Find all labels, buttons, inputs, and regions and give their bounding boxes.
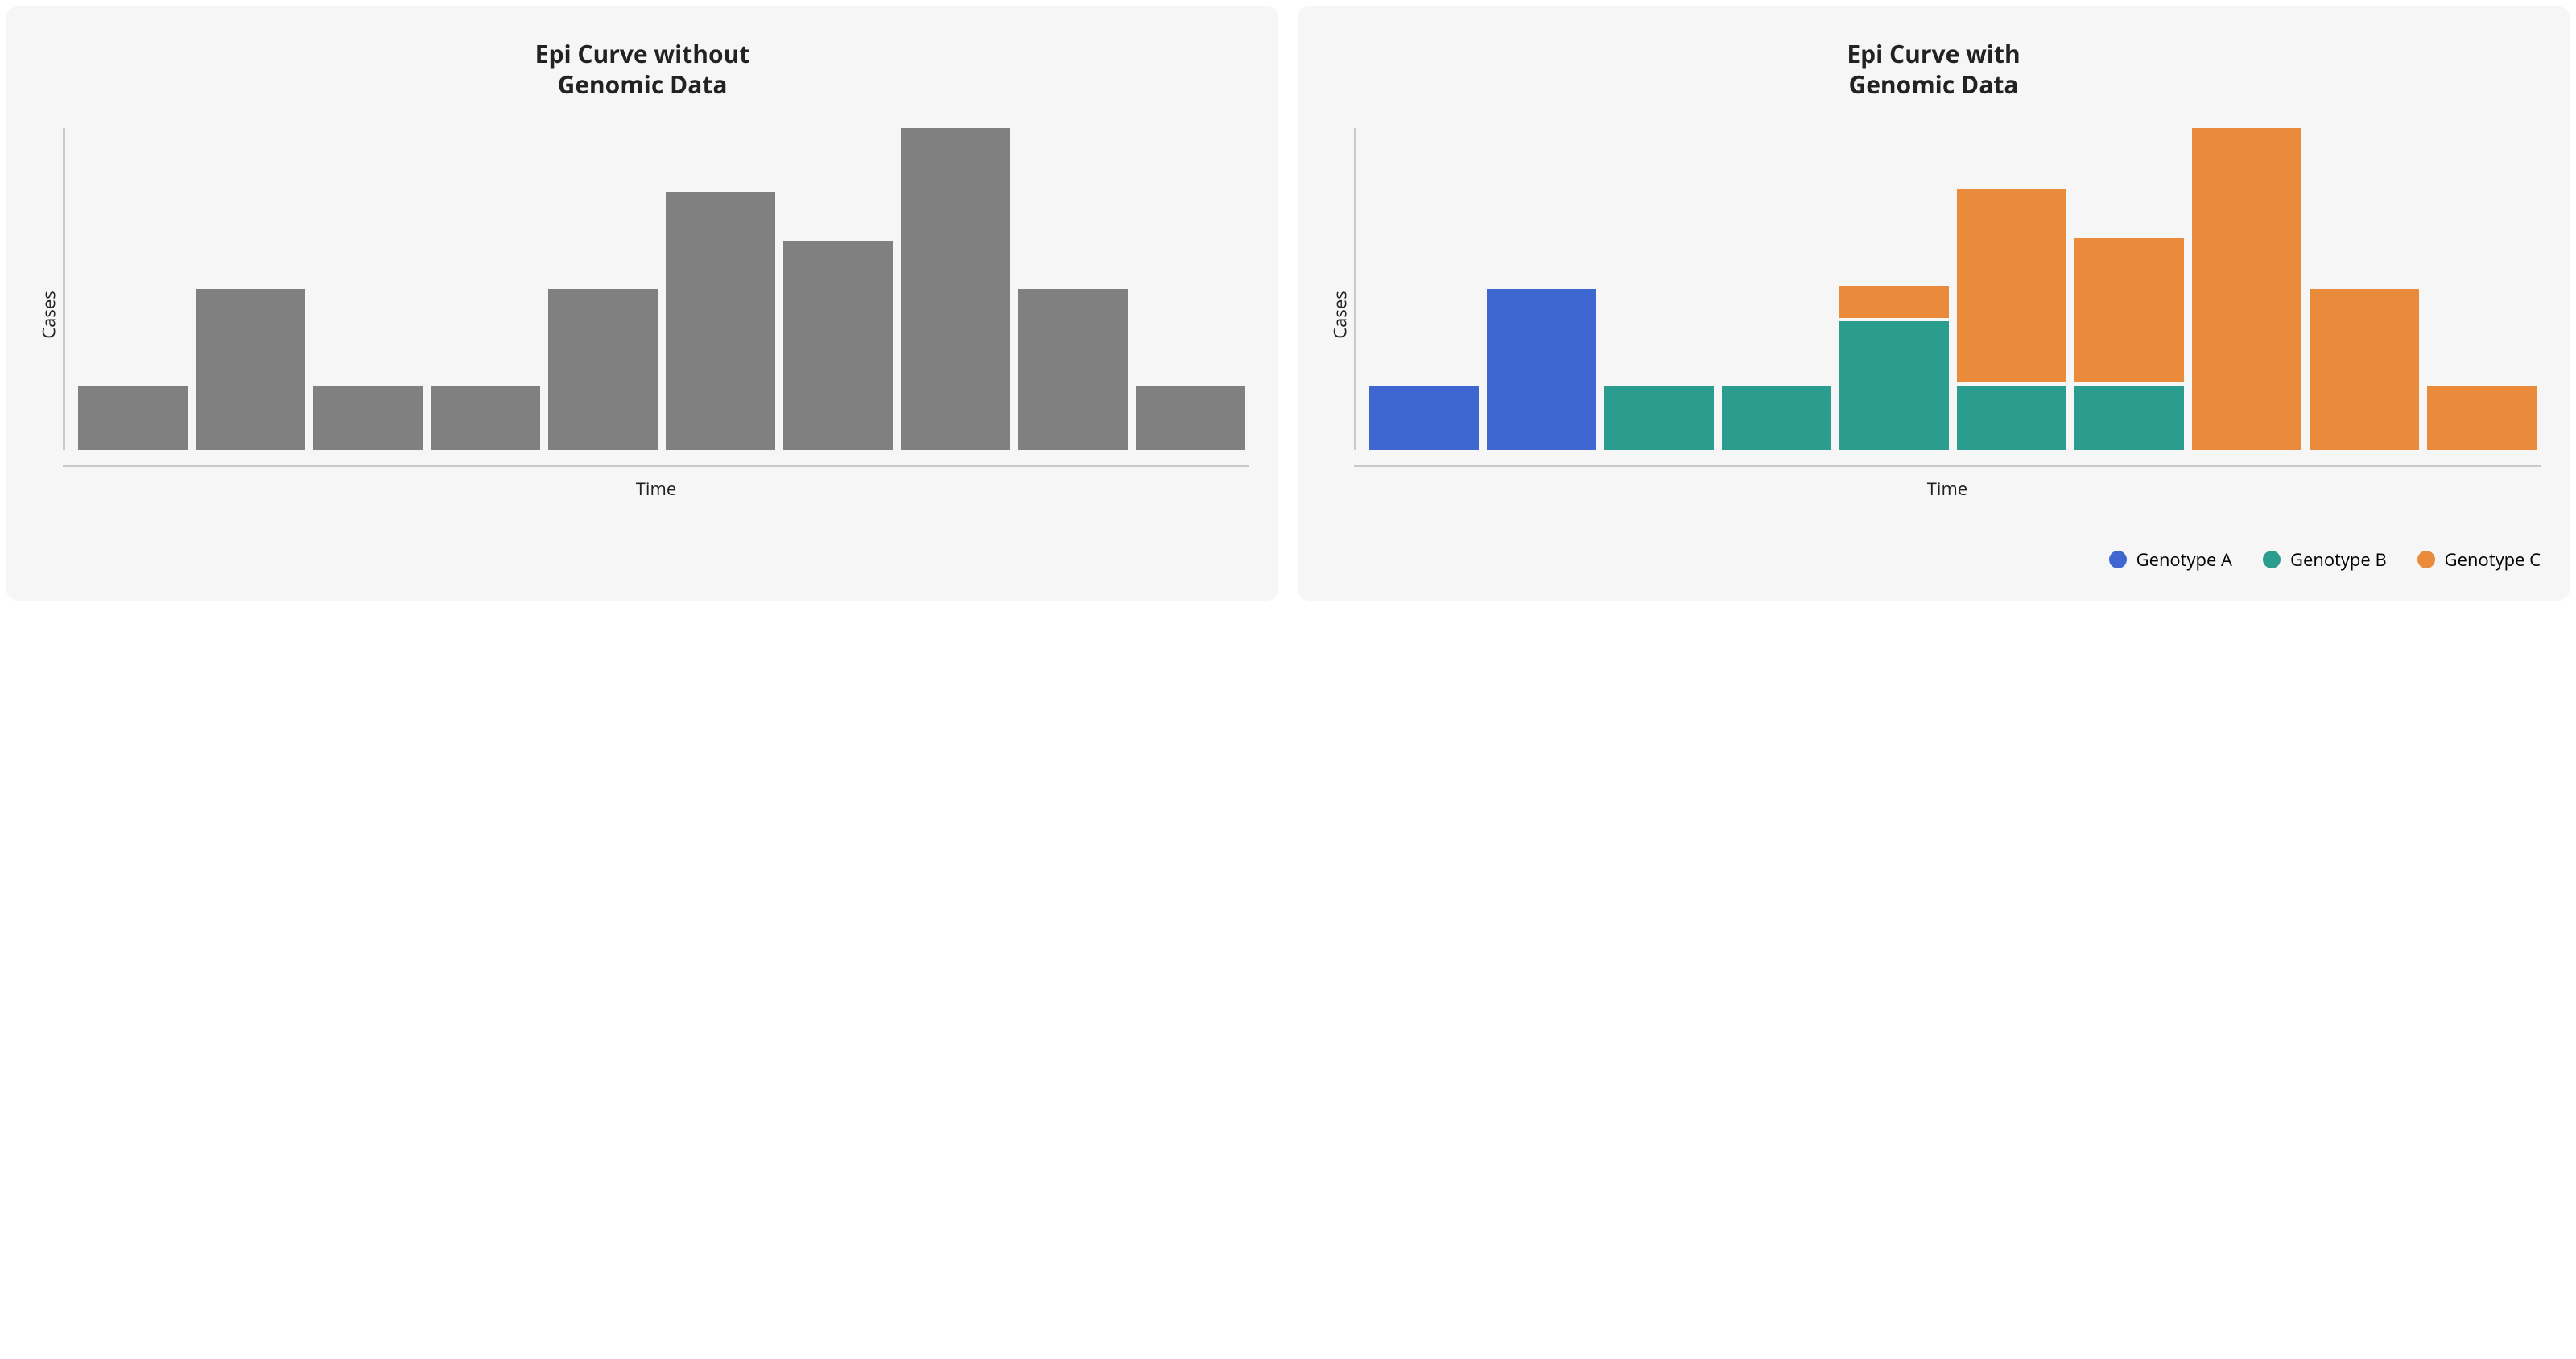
bar-segment (1136, 386, 1245, 450)
y-axis-line (1354, 128, 1356, 450)
plot-column-right: Time (1354, 128, 2541, 501)
bar-segment-genotype_c (1957, 189, 2066, 382)
bar-segment-genotype_a (1369, 386, 1479, 450)
y-axis-label-wrap: Cases (35, 128, 63, 501)
legend-item: Genotype A (2109, 547, 2232, 572)
bar (2423, 386, 2541, 450)
bar (1953, 189, 2070, 450)
bar-segment-genotype_b (2074, 386, 2184, 450)
legend: Genotype A Genotype B Genotype C (1327, 547, 2541, 572)
x-axis-label: Time (63, 477, 1249, 501)
legend-swatch-icon (2263, 551, 2281, 568)
plot-column-left: Time (63, 128, 1249, 501)
bar (897, 128, 1014, 450)
bar (662, 192, 779, 450)
page: Epi Curve without Genomic Data Cases Tim… (0, 0, 2576, 607)
y-axis-label: Cases (1328, 291, 1352, 338)
y-axis-label-wrap: Cases (1327, 128, 1354, 501)
panel-right: Epi Curve with Genomic Data Cases Time G… (1298, 6, 2570, 601)
bar (779, 241, 897, 450)
x-axis-label: Time (1354, 477, 2541, 501)
bar (192, 289, 309, 450)
bar-segment-genotype_c (2310, 289, 2419, 450)
bars-right (1365, 128, 2541, 450)
bar (427, 386, 544, 450)
y-axis-label: Cases (37, 291, 61, 338)
bar (309, 386, 427, 450)
legend-swatch-icon (2109, 551, 2127, 568)
bar-segment (196, 289, 305, 450)
chart-title-left: Epi Curve without Genomic Data (35, 39, 1249, 99)
bar (1014, 289, 1132, 450)
bars-left (74, 128, 1249, 450)
bar-segment (783, 241, 893, 450)
legend-item: Genotype C (2417, 547, 2541, 572)
bar-segment (313, 386, 423, 450)
chart-zone-left: Cases Time (35, 128, 1249, 501)
bar (1483, 289, 1600, 450)
legend-label: Genotype A (2136, 547, 2232, 572)
bar-segment-genotype_c (2427, 386, 2537, 450)
plot-left (63, 128, 1249, 450)
bar (2306, 289, 2423, 450)
bar-segment-genotype_c (2074, 238, 2184, 382)
bar (1718, 386, 1835, 450)
bar-segment (548, 289, 658, 450)
bar (1600, 386, 1718, 450)
bar-segment-genotype_c (1839, 286, 1949, 318)
y-axis-line (63, 128, 65, 450)
plot-right (1354, 128, 2541, 450)
bar-segment-genotype_b (1839, 321, 1949, 450)
bar-segment-genotype_b (1722, 386, 1831, 450)
legend-swatch-icon (2417, 551, 2435, 568)
legend-item: Genotype B (2263, 547, 2387, 572)
bar (544, 289, 662, 450)
bar-segment (666, 192, 775, 450)
bar (1365, 386, 1483, 450)
bar-segment-genotype_b (1957, 386, 2066, 450)
bar-segment (431, 386, 540, 450)
bar (2070, 238, 2188, 450)
chart-title-right: Epi Curve with Genomic Data (1327, 39, 2541, 99)
chart-zone-right: Cases Time (1327, 128, 2541, 501)
bar-segment-genotype_a (1487, 289, 1596, 450)
bar (2188, 128, 2306, 450)
bar-segment-genotype_b (1604, 386, 1714, 450)
legend-label: Genotype B (2290, 547, 2387, 572)
x-axis-line (63, 465, 1249, 467)
bar-segment (1018, 289, 1128, 450)
legend-label: Genotype C (2445, 547, 2541, 572)
bar-segment-genotype_c (2192, 128, 2301, 450)
panel-left: Epi Curve without Genomic Data Cases Tim… (6, 6, 1278, 601)
bar-segment (78, 386, 188, 450)
x-axis-line (1354, 465, 2541, 467)
bar (1835, 286, 1953, 450)
bar (1132, 386, 1249, 450)
bar (74, 386, 192, 450)
bar-segment (901, 128, 1010, 450)
